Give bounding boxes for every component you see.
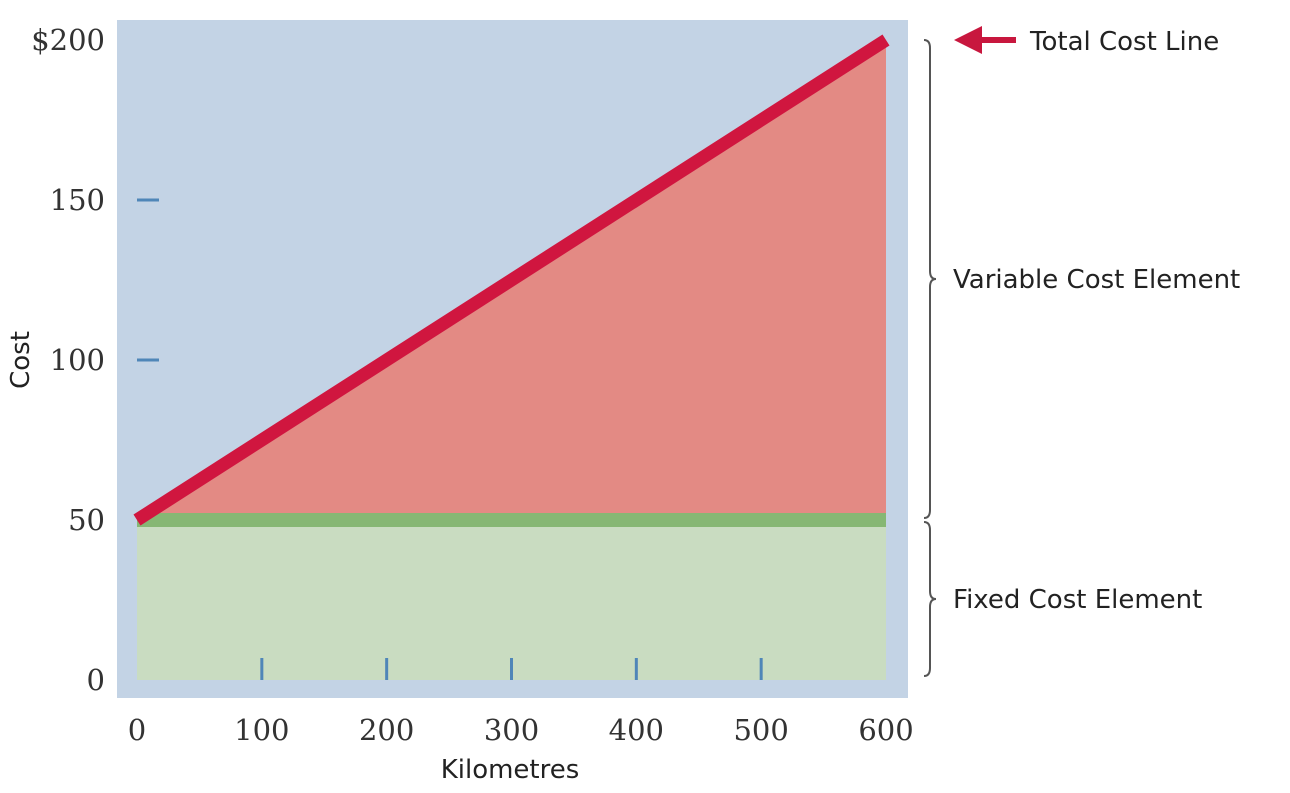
y-tick-labels: 0 50 100 150 $200 [31,23,105,697]
y-tick-label: 0 [87,663,105,697]
inner-ticks-group [137,198,763,680]
fixed-cost-label: Fixed Cost Element [953,585,1202,615]
x-tick-label: 200 [359,713,414,747]
variable-cost-label: Variable Cost Element [953,265,1240,295]
fixed-cost-brace [923,521,937,677]
x-axis-title: Kilometres [441,755,580,785]
y-tick-label: 150 [50,183,105,217]
y-tick-label: $200 [31,23,105,57]
fixed-cost-area [137,520,886,680]
total-cost-line [133,34,890,526]
y-axis-title: Cost [6,331,36,389]
x-tick-label: 100 [234,713,289,747]
arrow-left-icon [954,26,982,54]
x-tick-label: 0 [128,713,146,747]
x-tick-label: 400 [609,713,664,747]
x-tick-label: 600 [858,713,913,747]
y-tick-label: 50 [68,503,105,537]
areas-group [133,34,890,680]
annotations-group: Total Cost Line Variable Cost Element Fixe… [923,26,1240,677]
total-cost-line-label: Total Cost Line [1029,27,1219,57]
x-tick-label: 300 [484,713,539,747]
x-tick-label: 500 [733,713,788,747]
y-tick-label: 100 [50,343,105,377]
variable-cost-brace [923,39,937,519]
x-tick-labels: 0 100 200 300 400 500 600 [128,713,914,747]
